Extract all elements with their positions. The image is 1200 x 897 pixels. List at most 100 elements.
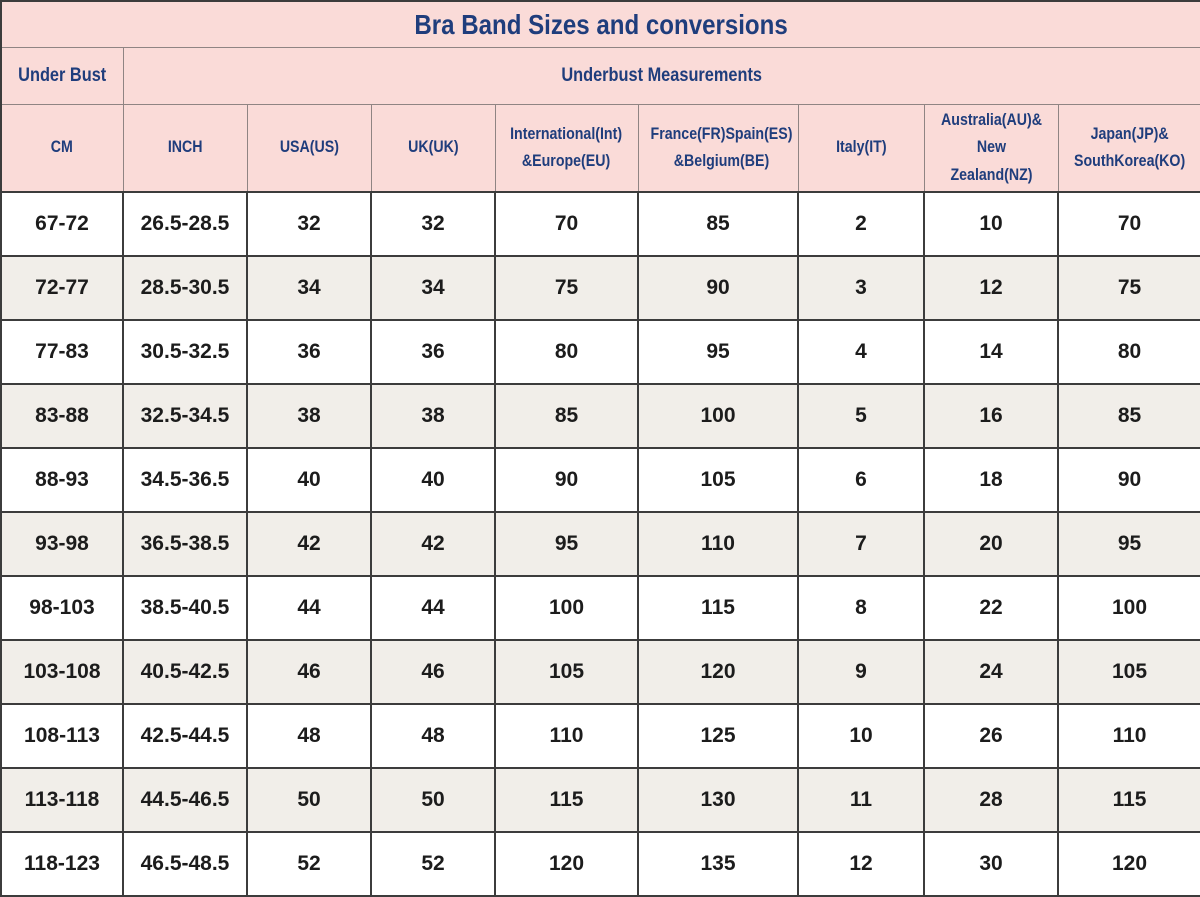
table-cell: 85 — [637, 191, 799, 257]
table-cell: 42 — [370, 511, 496, 577]
table-cell: 52 — [370, 831, 496, 897]
table-cell: 26.5-28.5 — [122, 191, 248, 257]
table-cell: 46.5-48.5 — [122, 831, 248, 897]
table-row: 118-123 46.5-48.5 52 52 120 135 12 30 120 — [0, 831, 1200, 897]
table-cell: 38 — [246, 383, 372, 449]
column-header-japan-korea: Japan(JP)& SouthKorea(KO) — [1057, 104, 1200, 193]
table-cell: 67-72 — [0, 191, 124, 257]
column-header-label: Australia(AU)& New Zealand(NZ) — [940, 111, 1042, 184]
table-cell: 90 — [637, 255, 799, 321]
table-cell: 34.5-36.5 — [122, 447, 248, 513]
table-cell: 70 — [494, 191, 639, 257]
table-cell: 48 — [246, 703, 372, 769]
table-cell: 80 — [1056, 319, 1200, 385]
table-cell: 52 — [246, 831, 372, 897]
column-header-italy: Italy(IT) — [797, 104, 925, 193]
table-cell: 10 — [923, 191, 1059, 257]
table-cell: 9 — [797, 639, 925, 705]
table-cell: 36 — [246, 319, 372, 385]
table-cell: 110 — [494, 703, 639, 769]
table-cell: 90 — [1056, 447, 1200, 513]
table-cell: 100 — [1056, 575, 1200, 641]
table-cell: 44 — [246, 575, 372, 641]
column-header-row: CM INCH USA(US) UK(UK) International(Int… — [0, 104, 1200, 193]
column-header-label: International(Int) &Europe(EU) — [510, 124, 623, 170]
table-cell: 88-93 — [0, 447, 124, 513]
table-cell: 115 — [637, 575, 799, 641]
table-cell: 30.5-32.5 — [122, 319, 248, 385]
table-cell: 93-98 — [0, 511, 124, 577]
table-body: 67-72 26.5-28.5 32 32 70 85 2 10 70 72-77 28.5-30.… — [0, 191, 1200, 897]
table-row: 108-113 42.5-44.5 48 48 110 125 10 26 110 — [0, 703, 1200, 769]
table-cell: 100 — [494, 575, 639, 641]
table-cell: 115 — [1056, 767, 1200, 833]
table-cell: 46 — [246, 639, 372, 705]
table-cell: 113-118 — [0, 767, 124, 833]
table-cell: 120 — [637, 639, 799, 705]
column-header-international-europe: International(Int) &Europe(EU) — [494, 104, 639, 193]
underbust-measurements-header-text: Underbust Measurements — [561, 65, 763, 86]
column-header-inch: INCH — [122, 104, 248, 193]
table-cell: 2 — [797, 191, 925, 257]
column-header-label: Japan(JP)& SouthKorea(KO) — [1073, 124, 1185, 170]
column-header-label: France(FR)Spain(ES) &Belgium(BE) — [650, 124, 792, 170]
table-cell: 95 — [637, 319, 799, 385]
table-cell: 95 — [494, 511, 639, 577]
table-cell: 50 — [246, 767, 372, 833]
table-cell: 24 — [923, 639, 1059, 705]
table-cell: 120 — [1056, 831, 1200, 897]
table-cell: 32 — [370, 191, 496, 257]
table-cell: 3 — [797, 255, 925, 321]
table-cell: 46 — [370, 639, 496, 705]
table-cell: 12 — [797, 831, 925, 897]
table-cell: 20 — [923, 511, 1059, 577]
table-header: Bra Band Sizes and conversions Under Bus… — [0, 0, 1200, 193]
table-cell: 98-103 — [0, 575, 124, 641]
table-cell: 16 — [923, 383, 1059, 449]
table-cell: 4 — [797, 319, 925, 385]
table-cell: 12 — [923, 255, 1059, 321]
table-cell: 36 — [370, 319, 496, 385]
table-row: 72-77 28.5-30.5 34 34 75 90 3 12 75 — [0, 255, 1200, 321]
table-cell: 100 — [637, 383, 799, 449]
table-cell: 110 — [637, 511, 799, 577]
table-cell: 34 — [370, 255, 496, 321]
table-row: 88-93 34.5-36.5 40 40 90 105 6 18 90 — [0, 447, 1200, 513]
table-row: 67-72 26.5-28.5 32 32 70 85 2 10 70 — [0, 191, 1200, 257]
table-cell: 105 — [637, 447, 799, 513]
table-cell: 10 — [797, 703, 925, 769]
table-cell: 85 — [494, 383, 639, 449]
table-cell: 105 — [494, 639, 639, 705]
table-cell: 85 — [1056, 383, 1200, 449]
table-cell: 40 — [246, 447, 372, 513]
table-cell: 32 — [246, 191, 372, 257]
table-cell: 38 — [370, 383, 496, 449]
column-header-label: CM — [51, 138, 74, 157]
table-row: 77-83 30.5-32.5 36 36 80 95 4 14 80 — [0, 319, 1200, 385]
page-title: Bra Band Sizes and conversions — [0, 0, 1200, 48]
column-header-label: INCH — [167, 138, 203, 157]
table-cell: 18 — [923, 447, 1059, 513]
table-cell: 28.5-30.5 — [122, 255, 248, 321]
table-cell: 22 — [923, 575, 1059, 641]
table-cell: 44 — [370, 575, 496, 641]
table-cell: 6 — [797, 447, 925, 513]
table-cell: 75 — [1056, 255, 1200, 321]
page-title-text: Bra Band Sizes and conversions — [414, 8, 788, 40]
table-cell: 40.5-42.5 — [122, 639, 248, 705]
table-cell: 103-108 — [0, 639, 124, 705]
table-cell: 8 — [797, 575, 925, 641]
column-header-france-spain-belgium: France(FR)Spain(ES) &Belgium(BE) — [637, 104, 799, 193]
table-cell: 38.5-40.5 — [122, 575, 248, 641]
table-cell: 108-113 — [0, 703, 124, 769]
table-row: 98-103 38.5-40.5 44 44 100 115 8 22 100 — [0, 575, 1200, 641]
table-cell: 70 — [1056, 191, 1200, 257]
table-cell: 44.5-46.5 — [122, 767, 248, 833]
table-cell: 135 — [637, 831, 799, 897]
table-row: 103-108 40.5-42.5 46 46 105 120 9 24 105 — [0, 639, 1200, 705]
table-cell: 40 — [370, 447, 496, 513]
table-cell: 110 — [1056, 703, 1200, 769]
under-bust-header: Under Bust — [0, 47, 124, 105]
column-header-label: Italy(IT) — [835, 138, 887, 157]
